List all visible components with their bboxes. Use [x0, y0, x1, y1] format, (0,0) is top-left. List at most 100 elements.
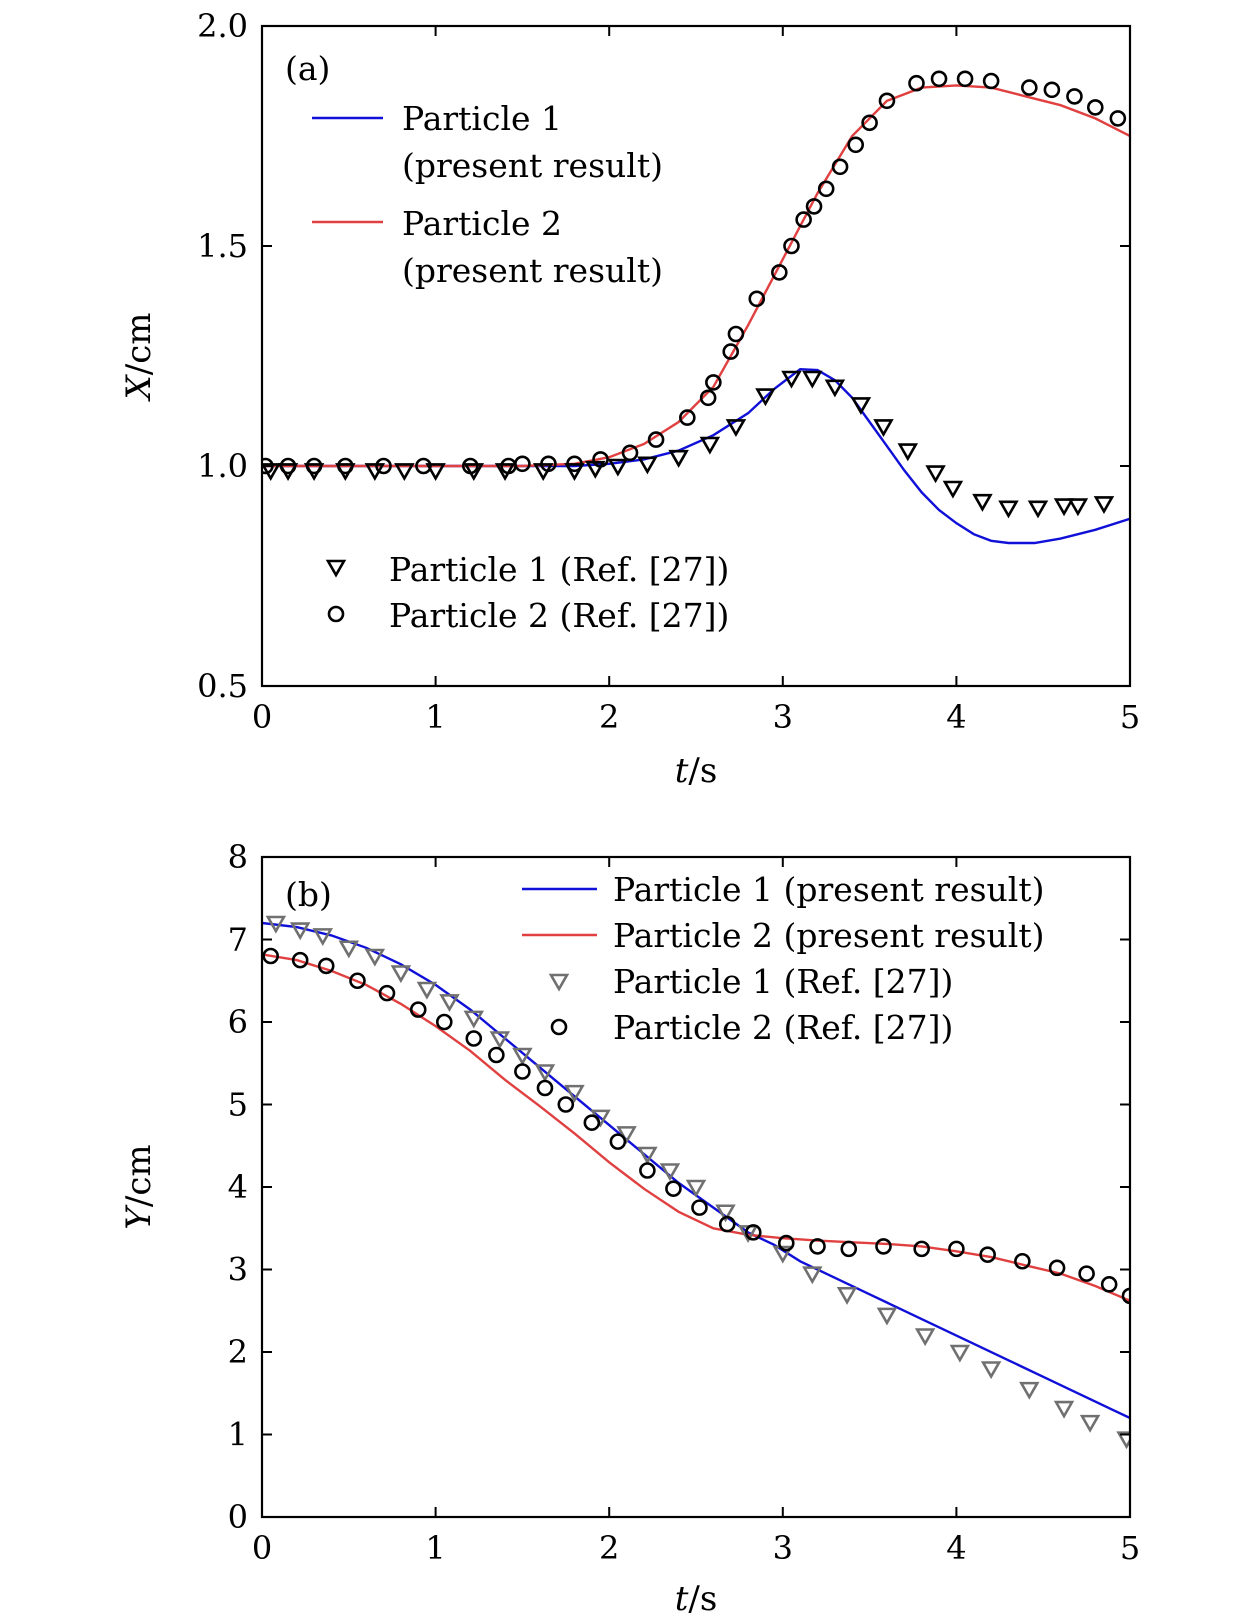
panel-a-legend-markers: Particle 1 (Ref. [27]) Particle 2 (Ref. …: [325, 550, 729, 635]
panel-a-series-4-circle-point: [462, 457, 479, 475]
panel-a-tag: (a): [285, 49, 330, 88]
panel-b-series-4-circle-point: [583, 1114, 601, 1131]
legend-label-particle-2-line: Particle 2 (present result): [613, 916, 1044, 955]
panel-b-series-4-circle-point: [1048, 1259, 1066, 1277]
panel-b-series-4-circle-point: [514, 1063, 531, 1080]
legend-label-particle-1-ref: Particle 1 (Ref. [27]): [389, 550, 729, 589]
panel-b-series-3-triangle-point: [512, 1047, 533, 1066]
panel-a-series-4-circle-point: [748, 290, 766, 308]
panel-b-series-3-triangle-point: [802, 1266, 823, 1285]
panel-a-ytick-label: 1.0: [197, 447, 248, 485]
panel-a-series-4-circle-point: [783, 237, 800, 255]
legend-label-particle-2-line2: (present result): [402, 251, 663, 290]
legend-marker-particle-2-circle: [550, 1018, 568, 1036]
panel-a-xtick-label: 0: [252, 698, 272, 736]
panel-b-series-3-triangle-point: [876, 1307, 898, 1326]
panel-a-series-4-circle-point: [679, 409, 696, 426]
panel-a-series-3-triangle-point: [942, 480, 964, 499]
panel-a-plot-frame: [260, 24, 1132, 688]
legend-label-particle-1-ref: Particle 1 (Ref. [27]): [613, 962, 953, 1001]
panel-a-xlabel: t/s: [675, 751, 718, 791]
panel-a-series-4-circle-point: [566, 455, 583, 473]
panel-a-ticks: 0 1 2 3 4 5 0.5 1.0 1.5 2.0: [197, 7, 1140, 736]
panel-b-series-3-triangle-point: [659, 1163, 681, 1182]
panel-b-series-4-circle-point: [536, 1079, 554, 1097]
panel-a-series-3-triangle-point: [1053, 498, 1075, 517]
panel-b-series-3-triangle-point: [463, 1010, 485, 1029]
panel-b-series-4-circle-point: [979, 1246, 996, 1263]
panel-a-ytick-label: 2.0: [197, 7, 248, 45]
panel-b-ytick-label: 4: [228, 1168, 248, 1206]
panel-b-xtick-label: 3: [773, 1529, 793, 1567]
panel-b-series-4-circle-point: [557, 1096, 575, 1113]
panel-b-series-4-circle-point: [349, 972, 366, 990]
panel-b-series-4-circle-point: [1100, 1276, 1118, 1293]
panel-b-ytick-label: 0: [228, 1498, 248, 1536]
panel-a-xtick-label: 3: [773, 698, 793, 736]
panel-a-series-3-triangle-point: [699, 436, 721, 455]
panel-a-series-3-triangle-point: [850, 397, 872, 416]
panel-b-series-4-circle-point: [488, 1046, 505, 1064]
panel-b-series-4-circle-point: [465, 1030, 483, 1047]
panel-a-series-4-circle-point: [722, 343, 740, 360]
panel-b-series-4-circle-point: [777, 1234, 795, 1252]
panel-b-xtick-label: 0: [252, 1529, 272, 1567]
panel-b-series-2-line: [262, 953, 1130, 1302]
panel-a-series-4-circle-point: [805, 198, 823, 215]
panel-b-xtick-label: 2: [599, 1529, 619, 1567]
panel-a-series-4-circle-point: [647, 431, 665, 448]
panel-a-series-3-triangle-point: [425, 463, 446, 482]
panel-b-series-4-circle-point: [409, 1001, 427, 1018]
panel-a-series-3-triangle-point: [925, 465, 946, 484]
panel-a-ytick-label: 0.5: [197, 667, 248, 705]
panel-b-series-3-triangle-point: [836, 1286, 858, 1305]
panel-a-series-4-circle-point: [305, 457, 323, 475]
panel-a-series-4-circle-point: [1021, 79, 1038, 96]
panel-b-ytick-label: 6: [228, 1003, 248, 1041]
panel-a-series: [262, 70, 1130, 545]
panel-b-series-4-circle-point: [809, 1238, 826, 1255]
panel-a-series-4-circle-point: [262, 457, 274, 475]
panel-a-series-3-triangle-point: [1067, 498, 1089, 517]
panel-b-series-3-triangle-point: [289, 922, 311, 941]
panel-a-series-3-triangle-point: [781, 370, 802, 389]
panel-b-ylabel: Y/cm: [119, 1144, 159, 1229]
panel-a-series-4-circle-point: [1043, 81, 1061, 99]
panel-b-series: [262, 915, 1130, 1450]
panel-a-series-4-circle-point: [930, 70, 948, 88]
panel-a-series-4-circle-point: [592, 451, 609, 468]
panel-a-series-3-triangle-point: [802, 370, 823, 389]
panel-a-series-4-circle-point: [375, 457, 392, 475]
panel-b-series-4-circle-point: [291, 951, 309, 969]
panel-b-series-4-circle-point: [875, 1238, 892, 1255]
panel-b: 0 1 2 3 4 5 0 1 2 3 4 5 6 7 8 (b) Particle 1 (present …: [119, 838, 1140, 1619]
panel-b-series-3-triangle-point: [980, 1361, 1002, 1380]
panel-b-series-3-triangle-point: [489, 1031, 511, 1050]
panel-a-series-4-circle-point: [1109, 110, 1127, 127]
panel-a-series-3-triangle-point: [607, 458, 629, 477]
panel-a: 0 1 2 3 4 5 0.5 1.0 1.5 2.0 (a) Particle 1 (prese…: [119, 7, 1140, 791]
panel-b-series-3-triangle-point: [416, 981, 438, 1000]
panel-a-xtick-label: 1: [425, 698, 445, 736]
panel-b-ytick-label: 8: [228, 838, 248, 876]
panel-b-series-3-triangle-point: [616, 1126, 637, 1144]
panel-a-series-4-circle-point: [817, 180, 835, 198]
panel-a-series-3-triangle-point: [972, 493, 993, 512]
panel-a-series-3-triangle-point: [394, 463, 415, 482]
panel-b-series-3-triangle-point: [1116, 1431, 1130, 1450]
panel-b-series-4-circle-point: [691, 1199, 708, 1216]
panel-a-series-4-circle-point: [279, 457, 297, 475]
legend-label-particle-2-line1: Particle 2: [402, 204, 562, 243]
panel-b-ytick-label: 5: [228, 1086, 248, 1124]
panel-a-series-3-triangle-point: [564, 463, 585, 482]
panel-a-series-3-triangle-point: [1093, 496, 1115, 515]
panel-b-series-3-triangle-point: [1019, 1381, 1040, 1400]
panel-a-series-3-triangle-point: [262, 463, 281, 482]
panel-b-series-3-triangle-point: [312, 928, 334, 946]
panel-b-series-3-triangle-point: [772, 1245, 794, 1264]
panel-a-series-1-line: [262, 367, 1130, 545]
panel-a-series-2-line: [262, 84, 1130, 468]
panel-a-xtick-label: 4: [946, 698, 966, 736]
panel-a-series-4-circle-point: [514, 455, 531, 473]
panel-a-series-3-triangle-point: [725, 419, 747, 438]
